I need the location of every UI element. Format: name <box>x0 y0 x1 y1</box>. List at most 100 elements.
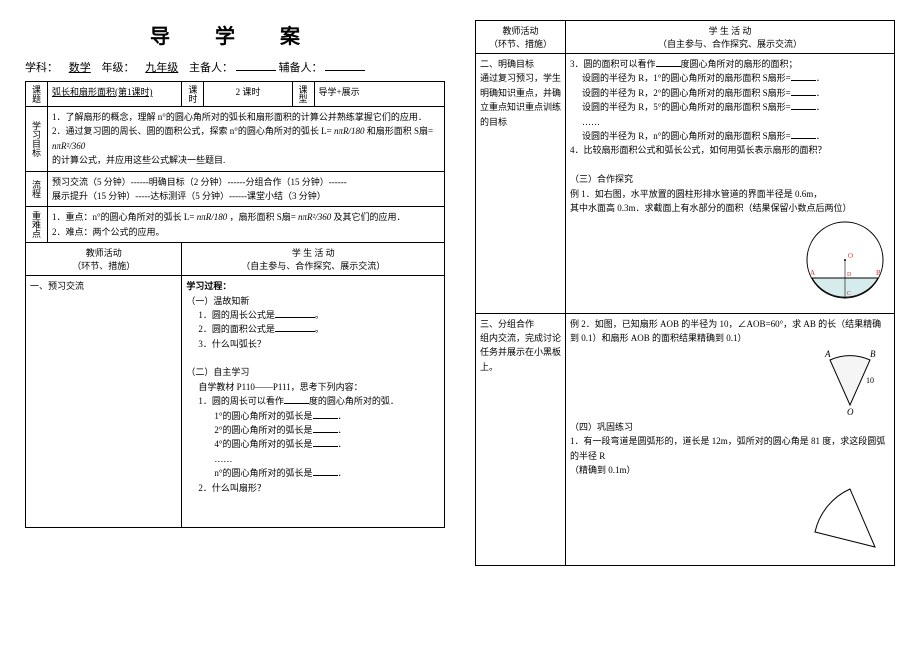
fan1-figure: A B O 10 <box>810 345 890 415</box>
hard-1: 1．重点：n°的圆心角所对的弧长 L= nπR/180 ，扇形面积 S扇= nπ… <box>52 210 440 224</box>
meta-row: 学科： 数学 年级： 九年级 主备人： 辅备人： <box>25 59 445 75</box>
svg-text:O: O <box>847 407 854 415</box>
goal-1: 1．了解扇形的概念，理解 n°的圆心角所对的弧长和扇形面积的计算公并熟练掌握它们… <box>52 110 440 124</box>
grade-value: 九年级 <box>137 62 186 74</box>
main-table-left: 课题 弧长和扇形面积(第1课时) 课时 2 课时 课型 导学+展示 学习目标 1… <box>25 81 445 528</box>
sdegnt: n°的圆心角所对的弧长是 <box>214 468 312 478</box>
h1f2: nπR²/360 <box>298 212 331 222</box>
r5: 设圆的半径为 R，5°的圆心角所对的扇形面积 S扇形=． <box>570 100 890 114</box>
sdeg1t: 1°的圆心角所对的弧长是 <box>214 411 312 421</box>
h1c: 及其它们的应用． <box>334 212 406 222</box>
sdeg2: 2°的圆心角所对的弧长是． <box>186 423 440 437</box>
head-row: 课题 弧长和扇形面积(第1课时) 课时 2 课时 课型 导学+展示 <box>26 82 445 107</box>
type-label: 课型 <box>292 82 314 107</box>
r3: 3．圆的面积可以看作 度圆心角所对的扇形的面积； <box>570 57 890 71</box>
student-sub: （自主参与、合作探究、展示交流） <box>186 259 440 272</box>
doc-title: 导 学 案 <box>25 20 445 49</box>
grade-label: 年级： <box>102 62 135 74</box>
r5t: 设圆的半径为 R，5°的圆心角所对的扇形面积 S扇形= <box>582 102 791 112</box>
flow-2: 展示提升（15 分钟）-----达标测评（5 分钟）------课堂小结（3 分… <box>52 189 440 203</box>
s1a: 1．圆的周长可以看作 <box>198 396 284 406</box>
r3a: 3．圆的面积可以看作 <box>570 59 656 69</box>
svg-text:B: B <box>870 349 876 359</box>
h1b: ，扇形面积 S扇= <box>229 212 295 222</box>
r2b <box>791 86 816 96</box>
rdots: …… <box>570 115 890 129</box>
flow-1: 预习交流（5 分钟）------明确目标（2 分钟）------分组合作（15 … <box>52 175 440 189</box>
main-table-right: 教师活动 （环节、措施） 学 生 活 动 （自主参与、合作探究、展示交流） 二、… <box>475 20 895 566</box>
svg-text:O: O <box>848 252 853 260</box>
topic-text: 弧长和扇形面积(第1课时) <box>52 87 153 97</box>
sec2-right: 3．圆的面积可以看作 度圆心角所对的扇形的面积； 设圆的半径为 R，1°的圆心角所… <box>566 54 895 314</box>
proc-title: 学习过程： <box>186 281 231 291</box>
prac: （四）巩固练习 <box>570 420 890 434</box>
sdegn: n°的圆心角所对的弧长是． <box>186 466 440 480</box>
sdeg1: 1°的圆心角所对的弧长是． <box>186 409 440 423</box>
assist-blank <box>325 61 365 71</box>
svg-text:10: 10 <box>866 376 874 385</box>
student-head-r: 学 生 活 动 （自主参与、合作探究、展示交流） <box>566 21 895 54</box>
q1: 1．圆的周长公式是。 <box>186 308 440 322</box>
sec2-body: 通过复习预习，学生明确知识重点，并确立重点知识重点训练的目标 <box>480 71 561 129</box>
s1: 1．圆的周长可以看作 度的圆心角所对的弧． <box>186 394 440 408</box>
sec1-right: 学习过程： （一）温故知新 1．圆的周长公式是。 2．圆的面积公式是。 3．什么… <box>182 276 445 528</box>
goal2-c: 的计算公式，并应用这些公式解决一些题目. <box>52 153 440 167</box>
sdeg4t: 4°的圆心角所对的弧长是 <box>214 439 312 449</box>
goals-label: 学习目标 <box>26 107 48 172</box>
student-title: 学 生 活 动 <box>186 246 440 259</box>
goal2-a: 2．通过复习圆的周长、圆的面积公式，探索 n°的圆心角所对的弧长 L= <box>52 126 332 136</box>
subject-value: 数学 <box>61 62 99 74</box>
h1f1: nπR/180 <box>197 212 228 222</box>
goal2-f1: nπR/180 <box>334 126 365 136</box>
s1b: 度的圆心角所对的弧． <box>309 396 399 406</box>
p1b: （精确到 0.1m） <box>570 463 890 477</box>
svg-text:A: A <box>810 269 815 277</box>
teacher-sub-r: （环节、措施） <box>480 37 561 50</box>
rnb <box>791 129 816 139</box>
fig-fan2-wrap <box>570 477 890 561</box>
fig-fan1-wrap: A B O 10 <box>570 345 890 419</box>
r5b <box>791 100 816 110</box>
sdeg4: 4°的圆心角所对的弧长是． <box>186 437 440 451</box>
s2: 2．什么叫扇形？ <box>186 481 440 495</box>
q1t: 1．圆的周长公式是 <box>198 310 275 320</box>
r2: 设圆的半径为 R，2°的圆心角所对的扇形面积 S扇形=． <box>570 86 890 100</box>
type-value: 导学+展示 <box>314 82 444 107</box>
teacher-head-r: 教师活动 （环节、措施） <box>476 21 566 54</box>
rn: 设圆的半径为 R，n°的圆心角所对的扇形面积 S扇形=． <box>570 129 890 143</box>
r1: 设圆的半径为 R，1°的圆心角所对的扇形面积 S扇形=． <box>570 71 890 85</box>
sdots: …… <box>186 452 440 466</box>
warm: （一）温故知新 <box>186 294 440 308</box>
period-value: 2 课时 <box>204 82 292 107</box>
goal2-f2: nπR²/360 <box>52 141 85 151</box>
student-sub-r: （自主参与、合作探究、展示交流） <box>570 37 890 50</box>
r3b: 度圆心角所对的扇形的面积； <box>681 59 798 69</box>
s1-blank <box>284 394 309 404</box>
topic-label: 课题 <box>26 82 48 107</box>
page-left: 导 学 案 学科： 数学 年级： 九年级 主备人： 辅备人： 课题 弧长和扇形面… <box>10 20 460 631</box>
sdeg4-blank <box>313 437 338 447</box>
r1t: 设圆的半径为 R，1°的圆心角所对的扇形面积 S扇形= <box>582 73 791 83</box>
h1a: 1．重点：n°的圆心角所对的弧长 L= <box>52 212 194 222</box>
fig-circle-wrap: O A B D C <box>570 215 890 309</box>
teacher-head: 教师活动 （环节、措施） <box>26 243 182 276</box>
teacher-sub: （环节、措施） <box>30 259 177 272</box>
svg-text:C: C <box>847 291 851 297</box>
host-blank <box>236 61 276 71</box>
subject-label: 学科： <box>25 62 58 74</box>
hard-cell: 1．重点：n°的圆心角所对的弧长 L= nπR/180 ，扇形面积 S扇= nπ… <box>48 207 445 243</box>
r4q: 4．比较扇形面积公式和弧长公式，如何用弧长表示扇形的面积？ <box>570 143 890 157</box>
r3-blank <box>656 57 681 67</box>
sec1-left: 一、预习交流 <box>26 276 182 528</box>
student-title-r: 学 生 活 动 <box>570 24 890 37</box>
svg-text:A: A <box>824 349 831 359</box>
page-right: 教师活动 （环节、措施） 学 生 活 动 （自主参与、合作探究、展示交流） 二、… <box>460 20 910 631</box>
circle-figure: O A B D C <box>800 215 890 305</box>
sec4-title: 三、分组合作 <box>480 317 561 331</box>
sdegn-blank <box>313 466 338 476</box>
r1b <box>791 71 816 81</box>
goal2-b: 和扇形面积 S扇= <box>367 126 433 136</box>
svg-text:D: D <box>847 272 852 278</box>
sec4-left: 三、分组合作 组内交流，完成讨论任务并展示在小黑板上。 <box>476 313 566 565</box>
sec4-body: 组内交流，完成讨论任务并展示在小黑板上。 <box>480 331 561 374</box>
